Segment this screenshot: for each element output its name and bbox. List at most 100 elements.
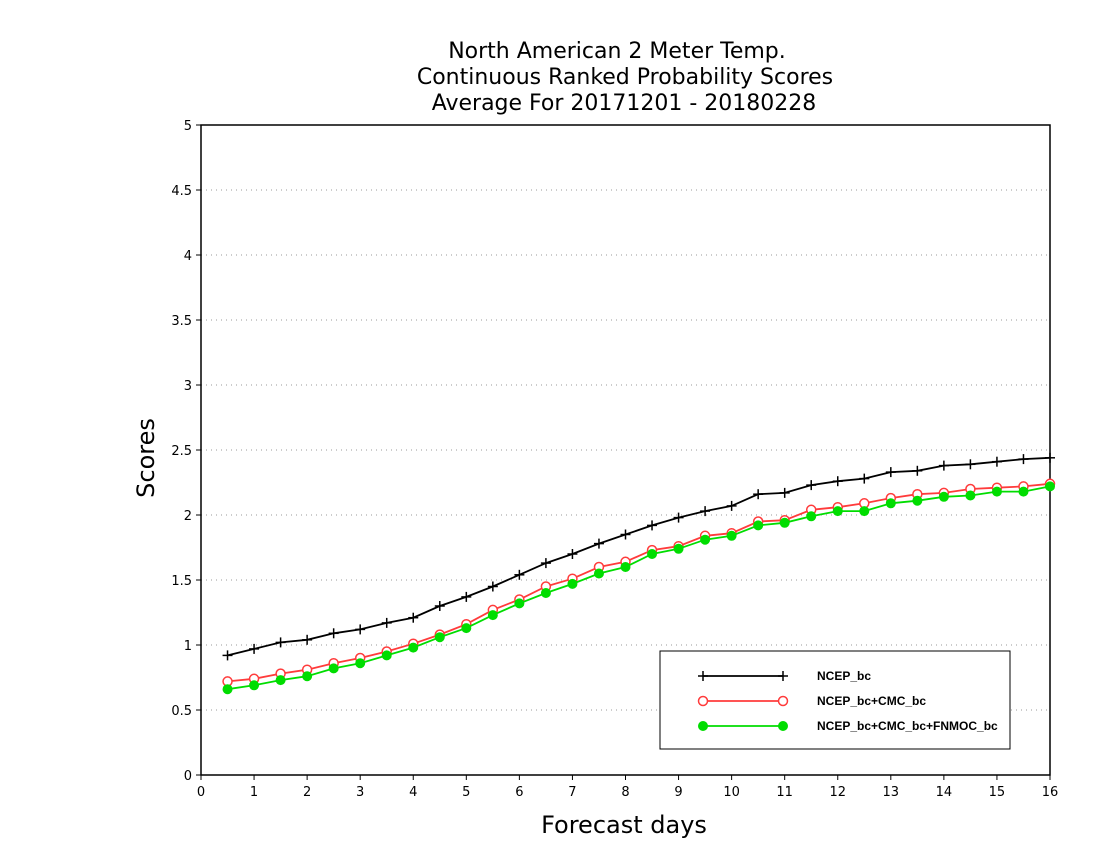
data-point xyxy=(700,506,711,517)
data-point xyxy=(249,680,260,691)
data-point xyxy=(328,628,339,639)
x-tick-label: 7 xyxy=(568,785,576,800)
title-line-3: Average For 20171201 - 20180228 xyxy=(432,91,817,116)
y-tick-label: 1.5 xyxy=(171,574,192,589)
data-point xyxy=(779,517,790,528)
legend-label: NCEP_bc+CMC_bc xyxy=(817,694,926,708)
data-point xyxy=(540,558,551,569)
data-point xyxy=(328,663,339,674)
x-axis-label: Forecast days xyxy=(541,811,707,839)
data-point xyxy=(673,543,684,554)
data-point xyxy=(302,634,313,645)
data-point xyxy=(779,487,790,498)
data-point xyxy=(859,473,870,484)
legend: NCEP_bc NCEP_bc+CMC_bc NCEP_bc+CMC_bc+FNMO… xyxy=(659,650,1011,750)
legend-label: NCEP_bc xyxy=(817,669,871,683)
data-point xyxy=(593,568,604,579)
series-1 xyxy=(222,452,1055,661)
data-point xyxy=(832,476,843,487)
y-tick-label: 4 xyxy=(184,249,192,264)
x-tick-label: 1 xyxy=(250,785,258,800)
data-point xyxy=(753,489,764,500)
data-point xyxy=(381,650,392,661)
data-point xyxy=(912,495,923,506)
x-tick-label: 8 xyxy=(621,785,629,800)
data-point xyxy=(647,520,658,531)
data-point xyxy=(434,601,445,611)
data-point xyxy=(408,612,419,623)
data-point xyxy=(620,562,631,572)
data-point xyxy=(697,695,709,707)
data-point xyxy=(567,549,578,559)
y-axis-label: Scores xyxy=(132,418,160,498)
data-point xyxy=(778,721,788,731)
y-tick-label: 4.5 xyxy=(171,184,192,199)
data-point xyxy=(673,512,684,523)
data-point xyxy=(408,642,419,653)
data-point xyxy=(1018,486,1029,497)
data-point xyxy=(302,671,313,682)
data-point xyxy=(593,538,604,549)
data-point xyxy=(859,506,870,517)
data-point xyxy=(222,684,233,695)
data-point xyxy=(647,549,658,559)
x-tick-label: 13 xyxy=(883,785,900,800)
y-tick-label: 5 xyxy=(184,119,192,134)
data-point xyxy=(777,695,789,707)
data-point xyxy=(275,637,286,648)
series-group xyxy=(222,452,1056,695)
x-tick-label: 12 xyxy=(829,785,846,800)
data-point xyxy=(540,588,551,598)
y-tick-label: 1 xyxy=(184,639,192,654)
x-tick-label: 16 xyxy=(1042,785,1059,800)
y-axis-ticks: 0 0.5 1 1.5 2 2.5 3 3.5 4 4.5 5 xyxy=(171,119,201,784)
legend-box xyxy=(659,650,1011,750)
data-point xyxy=(487,610,498,621)
data-point xyxy=(461,591,472,602)
title-line-2: Continuous Ranked Probability Scores xyxy=(417,65,833,90)
x-tick-label: 4 xyxy=(409,785,417,800)
data-point xyxy=(991,456,1002,467)
legend-label: NCEP_bc+CMC_bc+FNMOC_bc xyxy=(817,719,998,733)
data-point xyxy=(1045,452,1055,463)
legend-item: NCEP_bc+CMC_bc xyxy=(697,694,926,708)
x-tick-label: 5 xyxy=(462,785,470,800)
legend-item: NCEP_bc xyxy=(698,669,871,683)
data-point xyxy=(355,658,366,669)
data-point xyxy=(567,578,578,589)
data-point xyxy=(461,623,472,634)
data-point xyxy=(806,511,817,522)
data-point xyxy=(832,506,843,517)
x-tick-label: 6 xyxy=(515,785,523,800)
data-point xyxy=(698,721,708,731)
data-point xyxy=(275,675,286,686)
y-tick-label: 3 xyxy=(184,379,192,394)
data-point xyxy=(885,467,896,478)
y-tick-label: 2 xyxy=(184,509,192,524)
y-tick-label: 0 xyxy=(184,769,192,784)
x-tick-label: 2 xyxy=(303,785,311,800)
data-point xyxy=(726,530,737,541)
data-point xyxy=(381,617,392,628)
data-point xyxy=(700,534,711,545)
data-point xyxy=(965,490,976,501)
data-point xyxy=(1018,454,1029,465)
legend-item: NCEP_bc+CMC_bc+FNMOC_bc xyxy=(698,719,998,733)
x-tick-label: 3 xyxy=(356,785,364,800)
data-point xyxy=(938,491,949,502)
x-tick-label: 11 xyxy=(776,785,793,800)
x-tick-label: 10 xyxy=(723,785,740,800)
data-point xyxy=(991,486,1002,497)
x-tick-label: 9 xyxy=(674,785,682,800)
chart-title: North American 2 Meter Temp. Continuous … xyxy=(417,39,833,116)
data-point xyxy=(965,459,976,470)
title-line-1: North American 2 Meter Temp. xyxy=(448,39,786,64)
data-point xyxy=(726,500,737,511)
y-tick-label: 0.5 xyxy=(171,704,192,719)
y-tick-label: 3.5 xyxy=(171,314,192,329)
data-point xyxy=(753,520,764,531)
data-point xyxy=(778,671,788,681)
data-point xyxy=(514,598,525,609)
data-point xyxy=(885,498,896,509)
